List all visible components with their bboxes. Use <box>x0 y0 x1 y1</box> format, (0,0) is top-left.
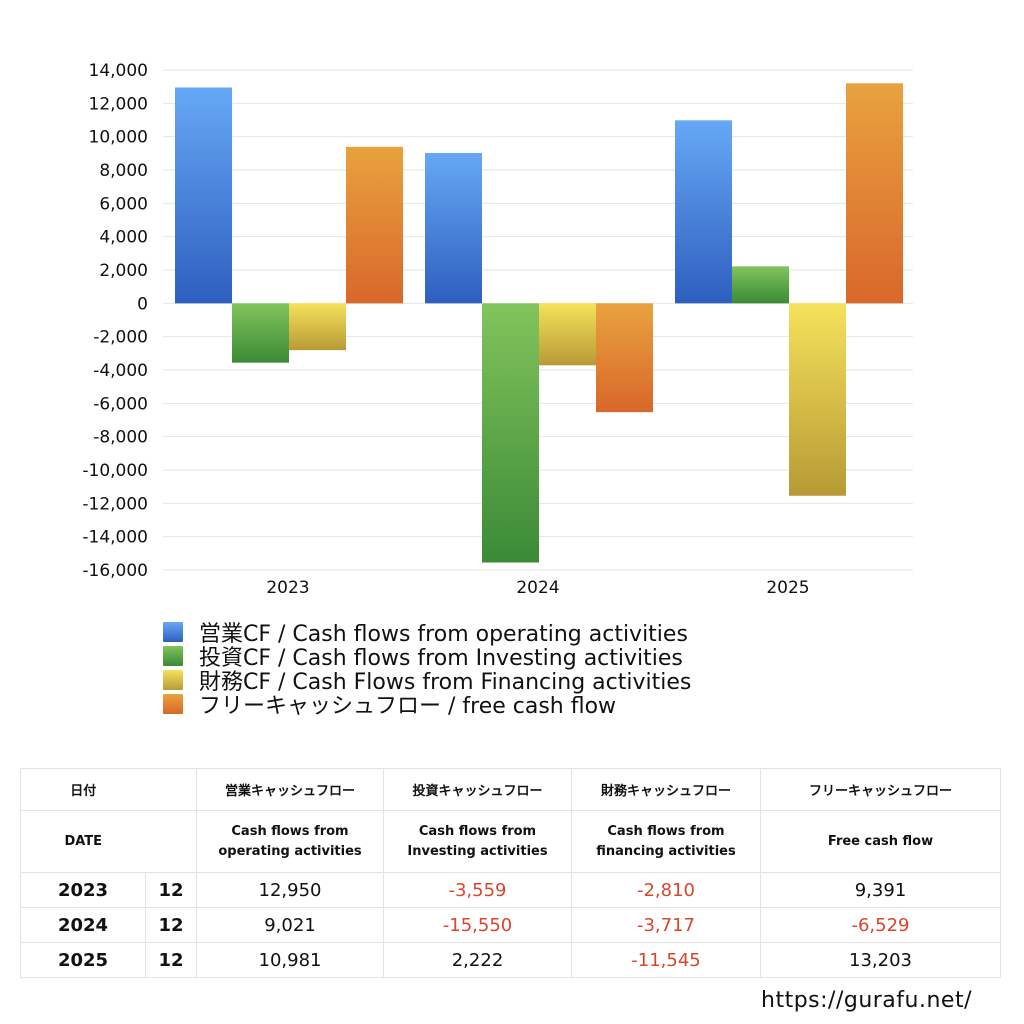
legend-swatch-investing <box>163 646 183 666</box>
y-tick-label: -12,000 <box>82 494 148 514</box>
header-operating-line1: Cash flows from <box>231 823 349 839</box>
x-tick-label: 2025 <box>766 578 809 598</box>
bar <box>482 303 539 563</box>
legend-swatch-financing <box>163 670 183 690</box>
row-financing: -3,717 <box>571 907 761 943</box>
y-tick-label: -10,000 <box>82 461 148 481</box>
legend-swatch-free <box>163 694 183 714</box>
table-row: 2023 12 12,950 -3,559 -2,810 9,391 <box>20 872 1001 908</box>
header-operating-jp: 営業キャッシュフロー <box>196 768 384 811</box>
header-free-jp: フリーキャッシュフロー <box>760 768 1001 811</box>
table-row: 2024 12 9,021 -15,550 -3,717 -6,529 <box>20 907 1001 943</box>
header-free-en: Free cash flow <box>760 810 1001 873</box>
y-tick-label: 6,000 <box>99 194 148 214</box>
header-financing-en: Cash flows from financing activities <box>571 810 761 873</box>
header-financing-jp: 財務キャッシュフロー <box>571 768 761 811</box>
header-month-en <box>145 810 197 873</box>
row-free: 13,203 <box>760 942 1001 978</box>
row-operating: 9,021 <box>196 907 384 943</box>
row-investing: -15,550 <box>383 907 572 943</box>
row-investing: -3,559 <box>383 872 572 908</box>
row-year: 2025 <box>20 942 146 978</box>
bar <box>675 120 732 304</box>
header-operating-en: Cash flows from operating activities <box>196 810 384 873</box>
x-tick-label: 2024 <box>516 578 559 598</box>
row-month: 12 <box>145 872 197 908</box>
bar <box>346 146 403 304</box>
bar <box>289 303 346 351</box>
header-investing-jp: 投資キャッシュフロー <box>383 768 572 811</box>
bar <box>232 303 289 363</box>
legend-label-financing: 財務CF / Cash Flows from Financing activit… <box>199 670 692 695</box>
x-tick-label: 2023 <box>266 578 309 598</box>
legend-label-investing: 投資CF / Cash flows from Investing activit… <box>199 646 683 671</box>
row-operating: 12,950 <box>196 872 384 908</box>
y-tick-label: 10,000 <box>89 128 148 148</box>
y-tick-label: -8,000 <box>93 428 148 448</box>
header-date-en: DATE <box>20 810 146 873</box>
header-investing-en: Cash flows from Investing activities <box>383 810 572 873</box>
y-tick-label: 0 <box>137 294 148 314</box>
y-tick-label: 4,000 <box>99 228 148 248</box>
bar <box>732 266 789 304</box>
header-investing-line1: Cash flows from <box>418 823 537 839</box>
row-year: 2023 <box>20 872 146 908</box>
y-tick-label: 2,000 <box>99 261 148 281</box>
header-financing-line2: financing activities <box>596 843 736 859</box>
y-tick-label: 8,000 <box>99 161 148 181</box>
header-month-jp <box>145 768 197 811</box>
row-year: 2024 <box>20 907 146 943</box>
bar <box>175 87 232 304</box>
header-operating-line2: operating activities <box>218 843 362 859</box>
row-free: -6,529 <box>760 907 1001 943</box>
cash-flow-chart: 14,000 12,000 10,000 8,000 6,000 4,000 2,000 0 -… <box>82 61 913 598</box>
table-header-en: DATE Cash flows from operating activities… <box>20 810 1001 873</box>
y-tick-label: 12,000 <box>89 94 148 114</box>
row-financing: -2,810 <box>571 872 761 908</box>
legend-item-financing: 財務CF / Cash Flows from Financing activit… <box>163 668 691 695</box>
row-month: 12 <box>145 942 197 978</box>
y-tick-label: -16,000 <box>82 561 148 581</box>
table-header-jp: 日付 営業キャッシュフロー 投資キャッシュフロー 財務キャッシュフロー フリーキ… <box>20 768 1001 811</box>
table-row: 2025 12 10,981 2,222 -11,545 13,203 <box>20 942 1001 978</box>
chart-legend: 営業CF / Cash flows from operating activit… <box>163 620 691 719</box>
y-tick-label: -2,000 <box>93 328 148 348</box>
legend-item-operating: 営業CF / Cash flows from operating activit… <box>163 620 691 647</box>
header-financing-line1: Cash flows from <box>607 823 725 839</box>
row-month: 12 <box>145 907 197 943</box>
row-financing: -11,545 <box>571 942 761 978</box>
bar <box>846 83 903 304</box>
legend-swatch-operating <box>163 622 183 642</box>
bar <box>539 303 596 366</box>
row-operating: 10,981 <box>196 942 384 978</box>
site-url: https://gurafu.net/ <box>761 988 972 1013</box>
header-investing-line2: Investing activities <box>407 843 548 859</box>
legend-item-investing: 投資CF / Cash flows from Investing activit… <box>163 644 691 671</box>
cash-flow-table: 日付 営業キャッシュフロー 投資キャッシュフロー 財務キャッシュフロー フリーキ… <box>20 768 1001 978</box>
y-tick-label: -4,000 <box>93 361 148 381</box>
legend-item-free: フリーキャッシュフロー / free cash flow <box>163 692 691 719</box>
legend-label-operating: 営業CF / Cash flows from operating activit… <box>199 622 688 647</box>
y-tick-label: -6,000 <box>93 394 148 414</box>
row-free: 9,391 <box>760 872 1001 908</box>
bar <box>596 303 653 413</box>
y-tick-label: 14,000 <box>89 61 148 81</box>
legend-label-free: フリーキャッシュフロー / free cash flow <box>199 694 617 719</box>
y-tick-label: -14,000 <box>82 528 148 548</box>
bar <box>789 303 846 496</box>
bar <box>425 152 482 304</box>
header-date-jp: 日付 <box>20 768 146 811</box>
row-investing: 2,222 <box>383 942 572 978</box>
